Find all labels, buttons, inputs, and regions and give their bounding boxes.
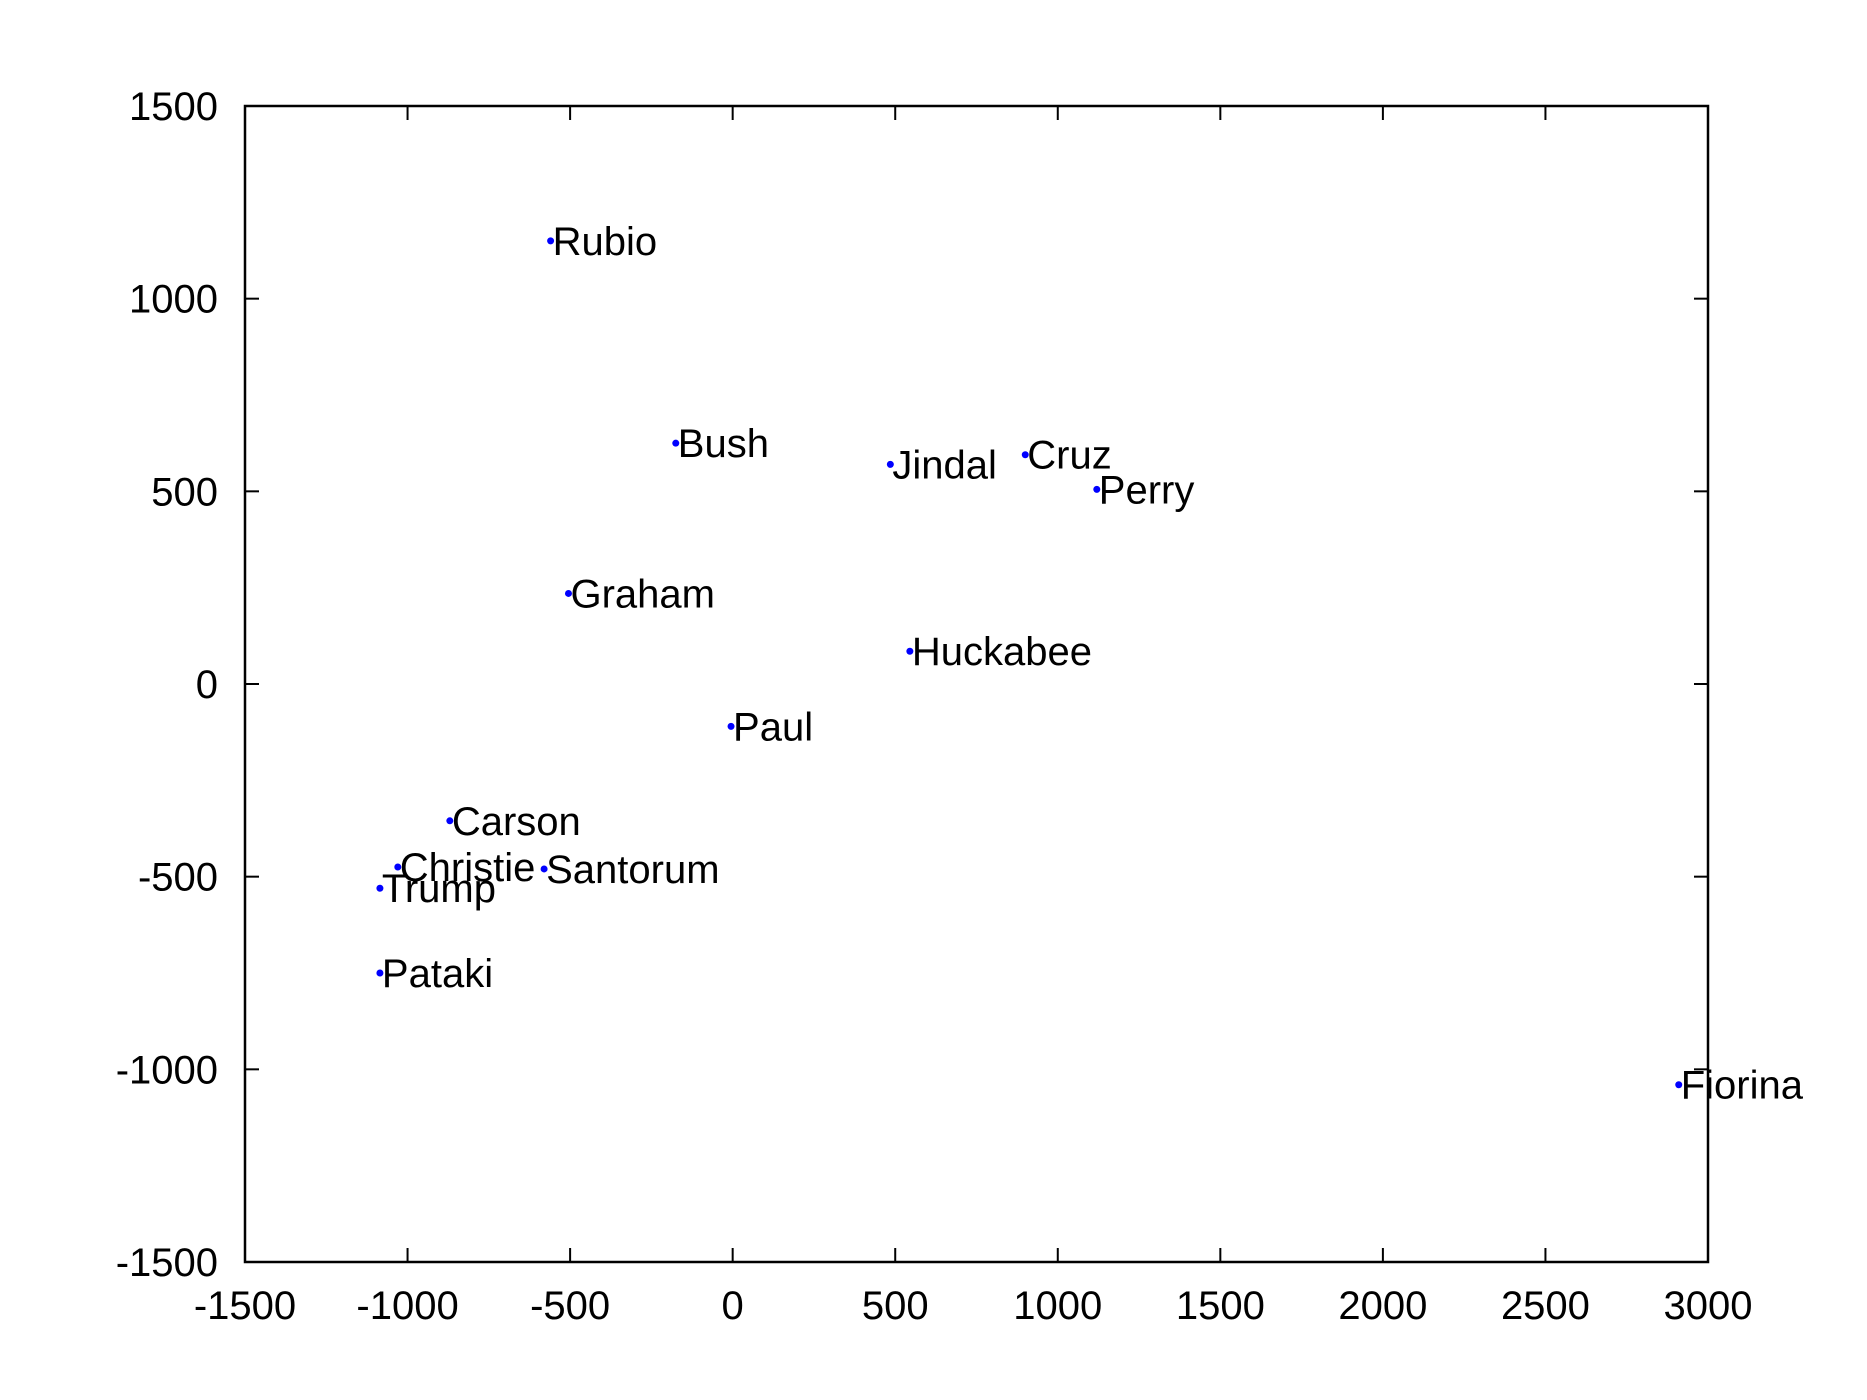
point-label: Bush bbox=[678, 422, 769, 466]
point-label: Jindal bbox=[892, 443, 997, 487]
data-point bbox=[540, 865, 548, 873]
data-point bbox=[394, 863, 402, 871]
y-tick-label: 500 bbox=[151, 470, 218, 514]
point-label: Rubio bbox=[553, 220, 658, 264]
x-tick-label: 500 bbox=[862, 1284, 929, 1328]
x-tick-label: -1000 bbox=[356, 1284, 458, 1328]
point-label: Paul bbox=[733, 705, 813, 749]
point-label: Santorum bbox=[546, 848, 719, 892]
data-point bbox=[672, 439, 680, 447]
y-tick-label: 1500 bbox=[129, 85, 218, 129]
x-tick-label: 3000 bbox=[1664, 1284, 1753, 1328]
point-label: Huckabee bbox=[912, 630, 1092, 674]
y-tick-label: 0 bbox=[196, 663, 218, 707]
point-label: Fiorina bbox=[1681, 1064, 1804, 1108]
plot-frame bbox=[243, 104, 1710, 1264]
point-label: Perry bbox=[1099, 468, 1195, 512]
point-label: Cruz bbox=[1027, 434, 1111, 478]
point-label: Pataki bbox=[382, 952, 493, 996]
x-tick-label: -1500 bbox=[194, 1284, 296, 1328]
point-label: Trump bbox=[382, 867, 496, 911]
y-tick-label: -500 bbox=[138, 856, 218, 900]
data-point bbox=[376, 884, 384, 892]
data-point bbox=[727, 722, 735, 730]
y-tick-label: -1000 bbox=[116, 1048, 218, 1092]
x-tick-label: 1500 bbox=[1176, 1284, 1265, 1328]
data-point bbox=[446, 817, 454, 825]
y-tick-label: -1500 bbox=[116, 1241, 218, 1285]
data-point bbox=[547, 237, 555, 245]
x-tick-label: 2500 bbox=[1501, 1284, 1590, 1328]
data-point bbox=[1021, 451, 1029, 459]
data-point bbox=[376, 969, 384, 977]
point-label: Graham bbox=[570, 572, 715, 616]
data-point bbox=[1675, 1081, 1683, 1089]
y-axis-tick-labels: -1500 -1000 -500 0 500 1000 1500 bbox=[116, 85, 218, 1285]
point-label: Christie bbox=[400, 846, 536, 890]
x-tick-label: 1000 bbox=[1013, 1284, 1102, 1328]
y-tick-label: 1000 bbox=[129, 278, 218, 322]
data-points bbox=[376, 237, 1683, 1089]
x-tick-label: 2000 bbox=[1338, 1284, 1427, 1328]
x-tick-label: -500 bbox=[530, 1284, 610, 1328]
data-point bbox=[564, 589, 572, 597]
data-point bbox=[886, 460, 894, 468]
point-label: Carson bbox=[452, 800, 581, 844]
axis-ticks bbox=[244, 105, 1709, 1263]
data-point bbox=[1093, 485, 1101, 493]
data-point bbox=[906, 647, 914, 655]
x-axis-tick-labels: -1500 -1000 -500 0 500 1000 1500 2000 2500 3000 bbox=[194, 1284, 1753, 1328]
x-tick-label: 0 bbox=[722, 1284, 744, 1328]
